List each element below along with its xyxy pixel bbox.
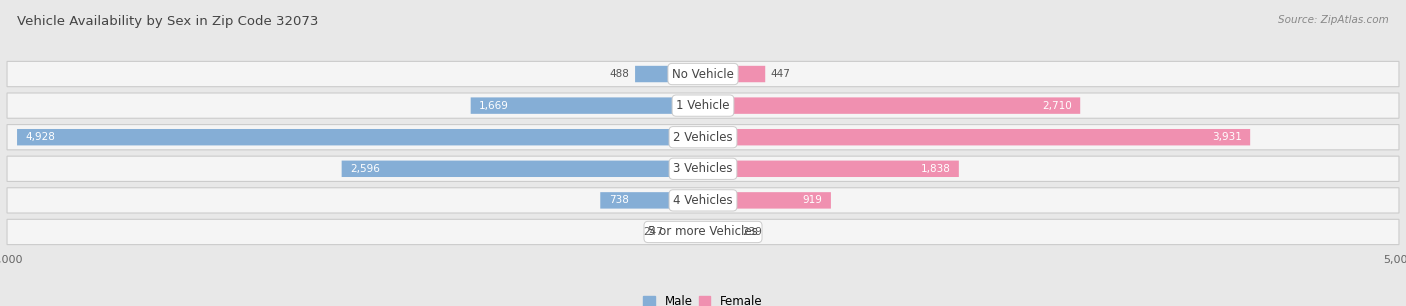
FancyBboxPatch shape: [7, 62, 1399, 87]
FancyBboxPatch shape: [17, 129, 703, 145]
FancyBboxPatch shape: [471, 97, 703, 114]
Text: 4 Vehicles: 4 Vehicles: [673, 194, 733, 207]
FancyBboxPatch shape: [342, 161, 703, 177]
Text: No Vehicle: No Vehicle: [672, 68, 734, 80]
FancyBboxPatch shape: [636, 66, 703, 82]
FancyBboxPatch shape: [7, 125, 1399, 150]
Text: 2,596: 2,596: [350, 164, 380, 174]
FancyBboxPatch shape: [7, 219, 1399, 244]
Text: 3 Vehicles: 3 Vehicles: [673, 162, 733, 175]
FancyBboxPatch shape: [7, 156, 1399, 181]
Text: 2,710: 2,710: [1042, 101, 1071, 111]
Text: 3,931: 3,931: [1212, 132, 1241, 142]
Text: 5 or more Vehicles: 5 or more Vehicles: [648, 226, 758, 238]
Text: 1 Vehicle: 1 Vehicle: [676, 99, 730, 112]
Text: 239: 239: [742, 227, 762, 237]
FancyBboxPatch shape: [7, 188, 1399, 213]
FancyBboxPatch shape: [703, 97, 1080, 114]
Text: 738: 738: [609, 195, 628, 205]
Text: Source: ZipAtlas.com: Source: ZipAtlas.com: [1278, 15, 1389, 25]
FancyBboxPatch shape: [600, 192, 703, 209]
Text: 919: 919: [803, 195, 823, 205]
FancyBboxPatch shape: [703, 66, 765, 82]
Text: 4,928: 4,928: [25, 132, 55, 142]
Legend: Male, Female: Male, Female: [644, 295, 762, 306]
Text: Vehicle Availability by Sex in Zip Code 32073: Vehicle Availability by Sex in Zip Code …: [17, 15, 318, 28]
Text: 247: 247: [643, 227, 664, 237]
Text: 1,669: 1,669: [479, 101, 509, 111]
FancyBboxPatch shape: [703, 161, 959, 177]
FancyBboxPatch shape: [703, 224, 737, 240]
Text: 1,838: 1,838: [921, 164, 950, 174]
FancyBboxPatch shape: [669, 224, 703, 240]
Text: 488: 488: [610, 69, 630, 79]
Text: 447: 447: [770, 69, 790, 79]
FancyBboxPatch shape: [7, 93, 1399, 118]
FancyBboxPatch shape: [703, 129, 1250, 145]
FancyBboxPatch shape: [703, 192, 831, 209]
Text: 2 Vehicles: 2 Vehicles: [673, 131, 733, 144]
